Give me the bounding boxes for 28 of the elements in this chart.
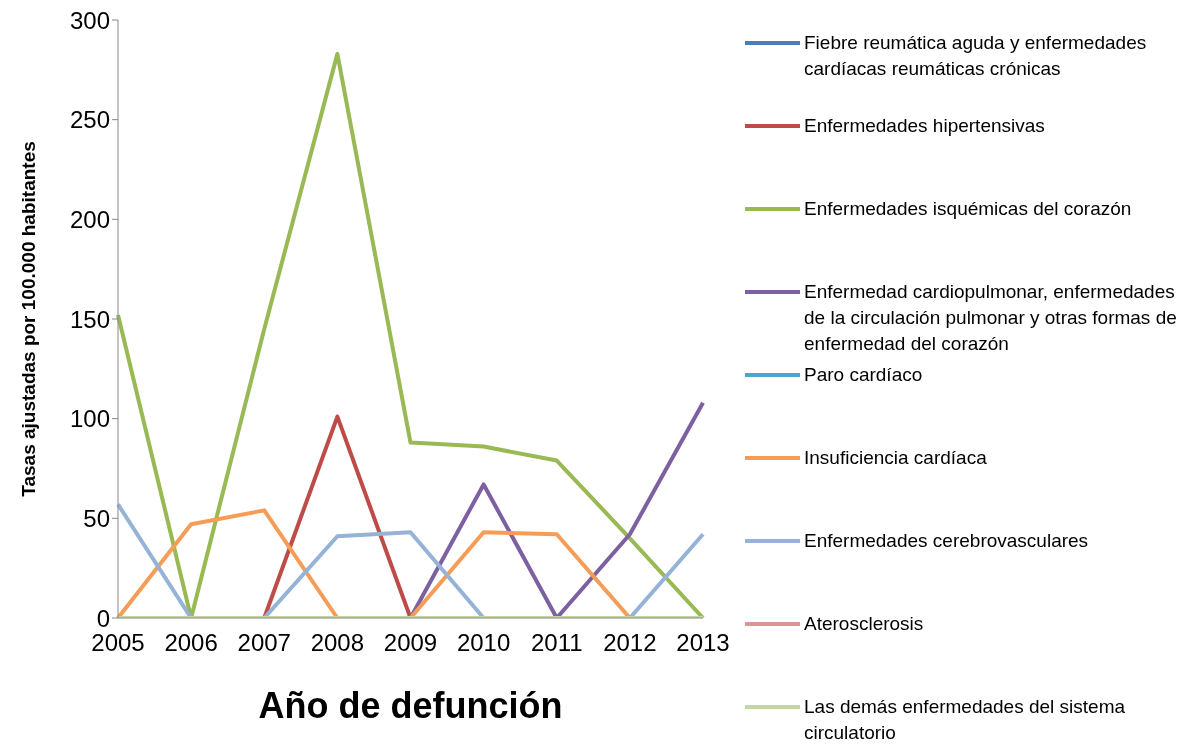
legend-label: Aterosclerosis	[804, 612, 925, 636]
x-axis-title: Año de defunción	[258, 685, 563, 726]
y-tick-label: 0	[96, 604, 110, 632]
y-tick-label: 50	[83, 504, 110, 532]
legend-label: Enfermedades isquémicas del corazón	[804, 197, 1133, 221]
legend-label: Enfermedades cerebrovasculares	[804, 529, 1090, 553]
legend-label: Fiebre reumática aguda y enfermedades cardíacas reumáticas crónicas	[804, 31, 1148, 81]
y-tick-label: 300	[69, 6, 110, 34]
x-tick-label: 2005	[91, 629, 145, 657]
x-tick-label: 2008	[310, 629, 365, 657]
legend-label: Insuficiencia cardíaca	[804, 446, 988, 470]
y-tick-label: 250	[69, 106, 110, 134]
x-tick-label: 2013	[676, 629, 730, 657]
x-tick-label: 2007	[237, 629, 291, 657]
legend-label: Paro cardíaco	[804, 363, 924, 387]
x-tick-label: 2006	[164, 629, 218, 657]
legend-label: Enfermedades hipertensivas	[804, 114, 1046, 138]
x-tick-label: 2010	[456, 629, 511, 657]
y-tick-label: 200	[69, 205, 110, 233]
x-tick-label: 2009	[383, 629, 438, 657]
legend-label: Las demás enfermedades del sistema circulatorio	[804, 695, 1127, 745]
line-series	[116, 508, 632, 618]
y-axis-title: Tasas ajustadas por 100.000 habitantes	[17, 141, 39, 497]
y-tick-label: 100	[69, 405, 110, 433]
x-tick-label: 2012	[603, 629, 657, 657]
x-tick-label: 2011	[530, 629, 583, 657]
legend-label: Enfermedad cardiopulmonar, enfermedades de la circulación pulmonar y otras formas de enfermedad del corazón	[804, 280, 1178, 356]
y-tick-label: 150	[69, 305, 110, 333]
